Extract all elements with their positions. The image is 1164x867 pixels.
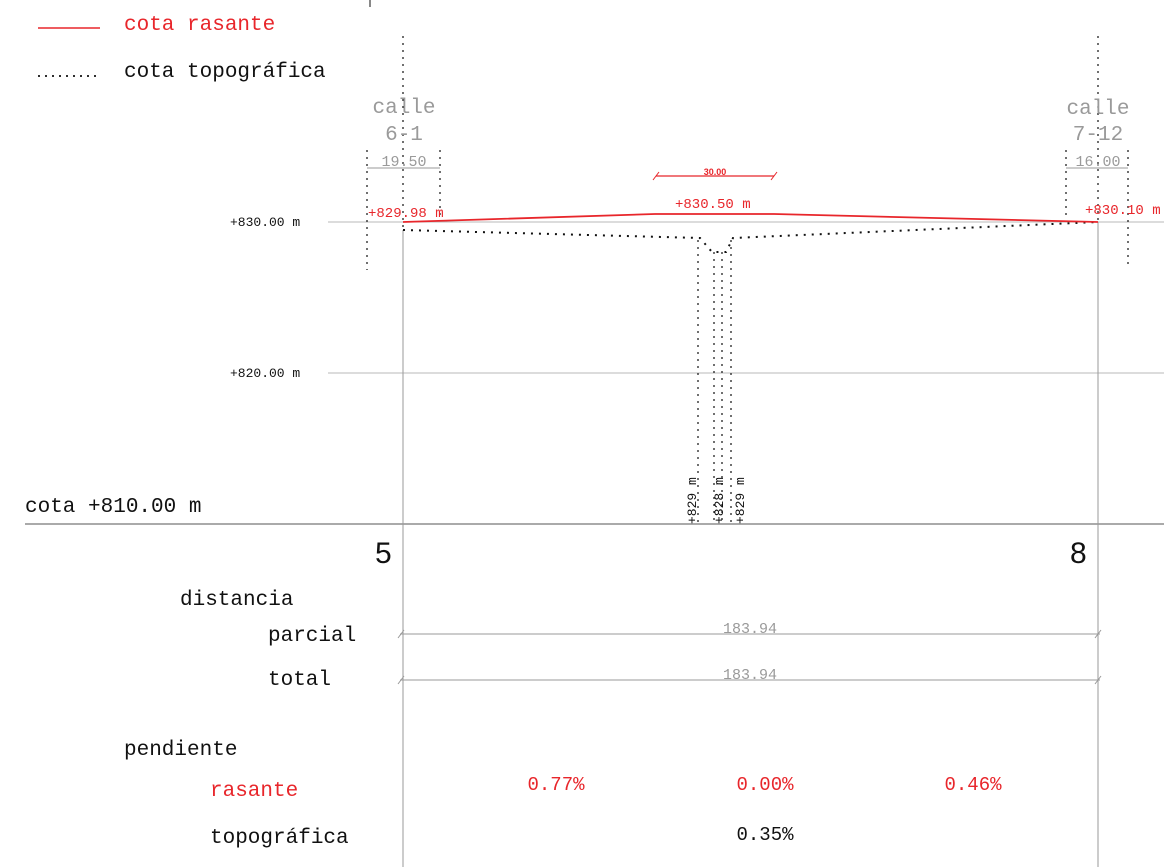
legend: cota rasante cota topográfica — [38, 0, 371, 84]
street-label-line2: 6-1 — [385, 124, 423, 147]
total-tick — [397, 675, 405, 685]
parcial-value: 183.94 — [723, 621, 777, 638]
rasante-line — [402, 213, 1099, 223]
stations: 5 8 — [375, 222, 1099, 867]
street-width-value: 19.50 — [381, 154, 426, 171]
rasante-slope-value: 0.00% — [736, 774, 794, 796]
station-number-start: 5 — [375, 537, 392, 570]
top-dimension: 30.00 — [652, 167, 778, 181]
distance-table: distancia parcial total 183.94 183.94 — [180, 589, 1102, 692]
rasante-point-end: +830.10 m — [1085, 203, 1161, 219]
station-number-end: 8 — [1070, 537, 1087, 570]
base-elevation-label: cota +810.00 m — [25, 496, 201, 519]
topographic-line — [402, 221, 1099, 253]
topo-point-label: +829 m — [685, 477, 700, 524]
legend-topografica-label: cota topográfica — [124, 61, 326, 84]
top-dimension-tick — [652, 171, 660, 181]
street-label-line1: calle — [372, 97, 435, 120]
topographic-profile: +829 m +828 m +829 m — [402, 221, 1099, 524]
parcial-tick — [397, 629, 405, 639]
legend-rasante-label: cota rasante — [124, 14, 275, 37]
topografica-slope-label: topográfica — [210, 827, 349, 850]
total-value: 183.94 — [723, 667, 777, 684]
parcial-label: parcial — [268, 625, 356, 648]
parcial-tick — [1094, 629, 1102, 639]
rasante-slope-value: 0.46% — [944, 774, 1002, 796]
rasante-slope-label: rasante — [210, 780, 298, 803]
street-crossing-start: calle 6-1 19.50 — [366, 36, 441, 270]
slope-table: pendiente rasante topográfica 0.77% 0.00… — [124, 739, 1002, 850]
grid-label-830: +830.00 m — [230, 215, 300, 230]
topo-point-label: +828 m — [712, 477, 727, 524]
grid: +830.00 m +820.00 m cota +810.00 m — [25, 215, 1164, 525]
top-dimension-value: 30.00 — [704, 167, 727, 177]
topografica-slope-value: 0.35% — [736, 824, 794, 846]
street-label-line1: calle — [1066, 98, 1129, 121]
total-label: total — [268, 669, 331, 692]
total-tick — [1094, 675, 1102, 685]
distancia-heading: distancia — [180, 589, 293, 612]
grid-label-820: +820.00 m — [230, 366, 300, 381]
pendiente-heading: pendiente — [124, 739, 237, 762]
street-label-line2: 7-12 — [1073, 124, 1123, 147]
rasante-point-start: +829.98 m — [368, 206, 444, 222]
topo-point-label: +829 m — [733, 477, 748, 524]
street-crossing-end: calle 7-12 16.00 — [1065, 36, 1130, 265]
rasante-point-mid: +830.50 m — [675, 197, 751, 213]
top-dimension-tick — [770, 171, 778, 181]
street-width-value: 16.00 — [1075, 154, 1120, 171]
rasante-profile: +829.98 m +830.50 m +830.10 m — [368, 197, 1161, 223]
rasante-slope-value: 0.77% — [527, 774, 585, 796]
